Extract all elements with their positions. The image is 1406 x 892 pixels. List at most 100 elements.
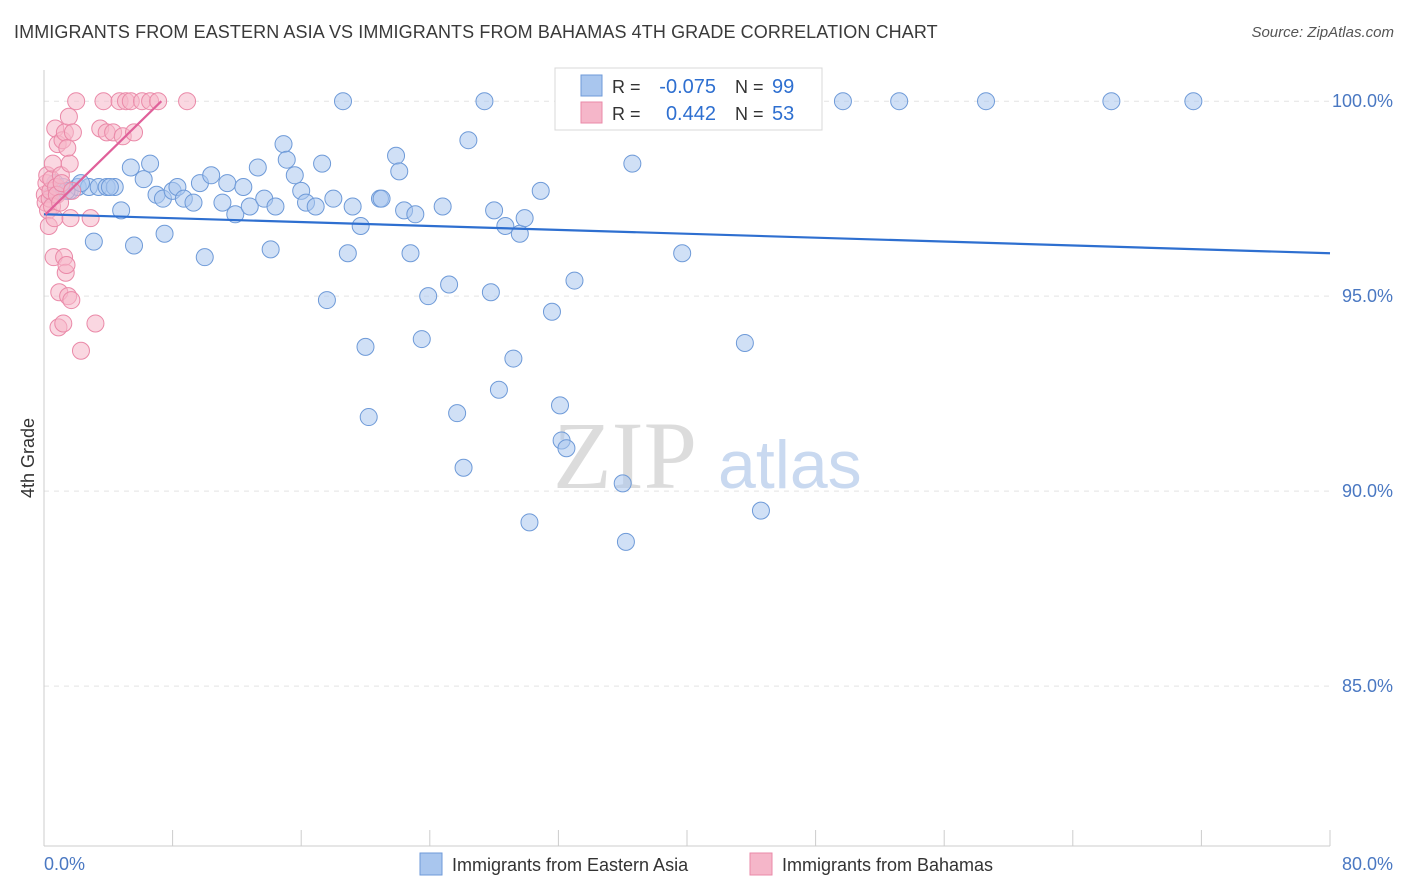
point-bahamas (57, 255, 76, 274)
point-bahamas (63, 123, 82, 142)
legend-swatch-eastern-asia (419, 852, 443, 876)
point-eastern-asia (496, 216, 515, 235)
point-eastern-asia (1102, 92, 1121, 111)
point-eastern-asia (112, 201, 131, 220)
point-eastern-asia (520, 513, 539, 532)
point-eastern-asia (317, 291, 336, 310)
point-eastern-asia (343, 197, 362, 216)
point-eastern-asia (121, 158, 140, 177)
gridlines (44, 100, 1330, 687)
point-eastern-asia (557, 439, 576, 458)
point-bahamas (67, 92, 86, 111)
point-eastern-asia (485, 201, 504, 220)
point-eastern-asia (213, 193, 232, 212)
stats-pink-n-label: N = (735, 104, 764, 124)
y-tick-labels: 85.0% 90.0% 95.0% 100.0% (1332, 91, 1393, 696)
point-eastern-asia (351, 216, 370, 235)
point-eastern-asia (616, 532, 635, 551)
trend-line-eastern-asia (43, 213, 1331, 255)
point-eastern-asia (266, 197, 285, 216)
stats-pink-r-value: 0.442 (666, 103, 716, 125)
x-tick-label-min: 0.0% (44, 854, 85, 874)
point-eastern-asia (277, 150, 296, 169)
point-bahamas (86, 314, 105, 333)
point-eastern-asia (459, 131, 478, 150)
point-eastern-asia (306, 197, 325, 216)
point-eastern-asia (324, 189, 343, 208)
point-eastern-asia (134, 170, 153, 189)
series-bahamas-points (35, 92, 197, 360)
point-bahamas (60, 154, 79, 173)
point-bahamas (62, 291, 81, 310)
point-eastern-asia (481, 283, 500, 302)
point-eastern-asia (542, 302, 561, 321)
point-bahamas (149, 92, 168, 111)
x-tick-marks (43, 830, 1331, 846)
point-eastern-asia (454, 458, 473, 477)
point-eastern-asia (504, 349, 523, 368)
point-eastern-asia (489, 380, 508, 399)
point-eastern-asia (565, 271, 584, 290)
point-eastern-asia (976, 92, 995, 111)
point-bahamas (63, 181, 82, 200)
stats-pink-r-label: R = (612, 104, 641, 124)
source-credit: Source: ZipAtlas.com (1251, 24, 1394, 41)
point-eastern-asia (202, 166, 221, 185)
point-eastern-asia (387, 146, 406, 165)
watermark-atlas: atlas (718, 427, 862, 503)
point-eastern-asia (613, 474, 632, 493)
point-eastern-asia (412, 330, 431, 349)
point-bahamas (94, 92, 113, 111)
legend-label-eastern-asia: Immigrants from Eastern Asia (452, 855, 689, 875)
point-eastern-asia (218, 174, 237, 193)
point-bahamas (125, 123, 144, 142)
stats-blue-r-label: R = (612, 77, 641, 97)
point-eastern-asia (261, 240, 280, 259)
legend-label-bahamas: Immigrants from Bahamas (782, 855, 993, 875)
point-bahamas (81, 209, 100, 228)
point-eastern-asia (475, 92, 494, 111)
stats-swatch-blue (580, 74, 603, 97)
trend-lines (43, 100, 1331, 255)
stats-swatch-pink (580, 101, 603, 124)
point-eastern-asia (401, 244, 420, 263)
point-eastern-asia (184, 193, 203, 212)
point-eastern-asia (84, 232, 103, 251)
point-eastern-asia (531, 181, 550, 200)
watermark: ZIP atlas (553, 402, 862, 509)
point-eastern-asia (623, 154, 642, 173)
point-eastern-asia (234, 177, 253, 196)
point-eastern-asia (155, 224, 174, 243)
point-eastern-asia (448, 404, 467, 423)
point-bahamas (51, 193, 70, 212)
trend-line-bahamas (44, 100, 163, 216)
stats-blue-n-value: 99 (772, 76, 794, 98)
point-eastern-asia (372, 189, 391, 208)
point-eastern-asia (433, 197, 452, 216)
series-eastern-asia-points (43, 92, 1203, 551)
point-bahamas (59, 107, 78, 126)
chart-title: IMMIGRANTS FROM EASTERN ASIA VS IMMIGRAN… (14, 22, 938, 42)
point-eastern-asia (515, 209, 534, 228)
point-eastern-asia (440, 275, 459, 294)
y-tick-label: 85.0% (1342, 676, 1393, 696)
point-eastern-asia (100, 177, 119, 196)
point-eastern-asia (285, 166, 304, 185)
point-eastern-asia (356, 337, 375, 356)
point-eastern-asia (274, 135, 293, 154)
point-eastern-asia (551, 396, 570, 415)
point-eastern-asia (1184, 92, 1203, 111)
legend-swatch-bahamas (749, 852, 773, 876)
point-bahamas (71, 341, 90, 360)
point-eastern-asia (359, 408, 378, 427)
point-eastern-asia (419, 287, 438, 306)
point-eastern-asia (751, 501, 770, 520)
point-eastern-asia (390, 162, 409, 181)
point-eastern-asia (125, 236, 144, 255)
watermark-zip: ZIP (553, 402, 697, 509)
stats-blue-n-label: N = (735, 77, 764, 97)
point-bahamas (58, 138, 77, 157)
point-bahamas (178, 92, 197, 111)
point-eastern-asia (833, 92, 852, 111)
stats-box: R = -0.075 N = 99 R = 0.442 N = 53 (554, 67, 823, 131)
